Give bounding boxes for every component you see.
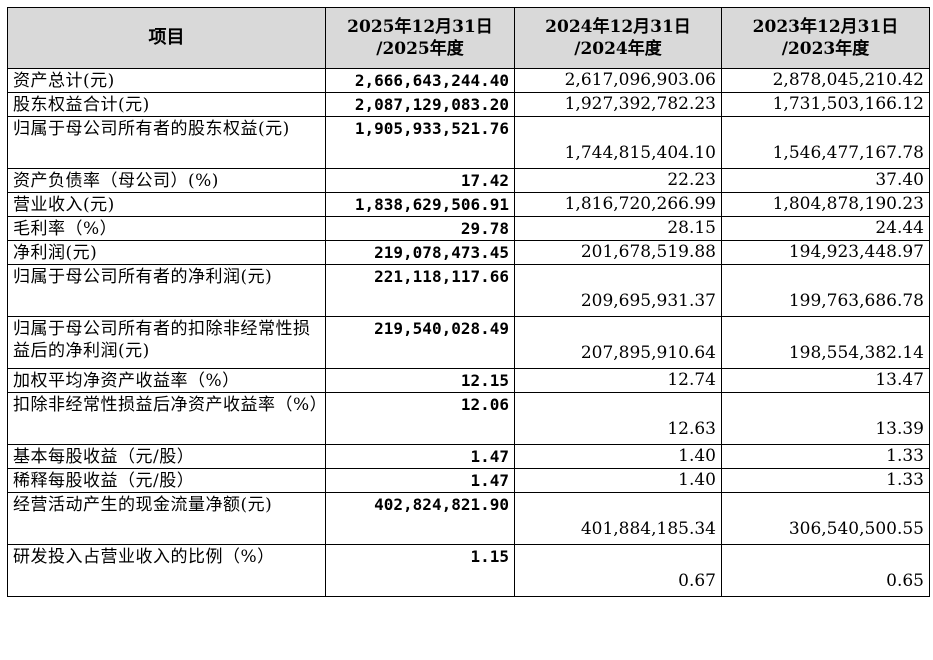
value-2023: 13.39 <box>721 392 930 445</box>
header-2024-date: 2024年12月31日 <box>545 17 691 37</box>
table-row: 扣除非经常性损益后净资产收益率（%） 12.06 12.63 13.39 <box>7 392 930 445</box>
row-label: 归属于母公司所有者的净利润(元) <box>7 264 326 317</box>
value-2025: 219,540,028.49 <box>325 316 515 369</box>
value-2024: 0.67 <box>514 544 722 597</box>
value-2024: 1.40 <box>514 468 722 493</box>
value-2024: 1,927,392,782.23 <box>514 92 722 117</box>
table-row: 稀释每股收益（元/股） 1.47 1.40 1.33 <box>7 468 930 493</box>
value-2024: 1,816,720,266.99 <box>514 192 722 217</box>
value-2024: 2,617,096,903.06 <box>514 68 722 93</box>
value-2024: 207,895,910.64 <box>514 316 722 369</box>
value-2025: 1.15 <box>325 544 515 597</box>
table-row: 资产总计(元) 2,666,643,244.40 2,617,096,903.0… <box>7 68 930 93</box>
table-row: 加权平均净资产收益率（%） 12.15 12.74 13.47 <box>7 368 930 393</box>
value-2023: 1.33 <box>721 444 930 469</box>
value-2025: 221,118,117.66 <box>325 264 515 317</box>
value-2023: 194,923,448.97 <box>721 240 930 265</box>
value-2023: 1,731,503,166.12 <box>721 92 930 117</box>
value-2025: 1,838,629,506.91 <box>325 192 515 217</box>
value-2025: 402,824,821.90 <box>325 492 515 545</box>
table-row: 净利润(元) 219,078,473.45 201,678,519.88 194… <box>7 240 930 265</box>
row-label: 经营活动产生的现金流量净额(元) <box>7 492 326 545</box>
value-2023: 1,546,477,167.78 <box>721 116 930 169</box>
value-2023: 199,763,686.78 <box>721 264 930 317</box>
value-2025: 1.47 <box>325 468 515 493</box>
value-2024: 209,695,931.37 <box>514 264 722 317</box>
value-2024: 12.63 <box>514 392 722 445</box>
financial-data-table-container: 项目 2025年12月31日 /2025年度 2024年12月31日 /2024… <box>7 7 930 597</box>
value-2023: 24.44 <box>721 216 930 241</box>
row-label: 扣除非经常性损益后净资产收益率（%） <box>7 392 326 445</box>
value-2025: 17.42 <box>325 168 515 193</box>
value-2023: 306,540,500.55 <box>721 492 930 545</box>
header-2023: 2023年12月31日 /2023年度 <box>721 7 930 69</box>
header-2025: 2025年12月31日 /2025年度 <box>325 7 515 69</box>
value-2024: 22.23 <box>514 168 722 193</box>
financial-data-table: 项目 2025年12月31日 /2025年度 2024年12月31日 /2024… <box>7 7 930 597</box>
header-2024: 2024年12月31日 /2024年度 <box>514 7 722 69</box>
row-label: 资产总计(元) <box>7 68 326 93</box>
value-2025: 29.78 <box>325 216 515 241</box>
value-2025: 12.06 <box>325 392 515 445</box>
value-2023: 0.65 <box>721 544 930 597</box>
value-2023: 1,804,878,190.23 <box>721 192 930 217</box>
table-row: 基本每股收益（元/股） 1.47 1.40 1.33 <box>7 444 930 469</box>
table-row: 营业收入(元) 1,838,629,506.91 1,816,720,266.9… <box>7 192 930 217</box>
value-2025: 219,078,473.45 <box>325 240 515 265</box>
header-2025-date: 2025年12月31日 <box>347 17 493 37</box>
row-label: 毛利率（%） <box>7 216 326 241</box>
table-row: 归属于母公司所有者的股东权益(元) 1,905,933,521.76 1,744… <box>7 116 930 169</box>
row-label: 资产负债率（母公司）(%) <box>7 168 326 193</box>
value-2023: 1.33 <box>721 468 930 493</box>
row-label: 研发投入占营业收入的比例（%） <box>7 544 326 597</box>
header-2023-period: /2023年度 <box>781 39 870 59</box>
row-label: 股东权益合计(元) <box>7 92 326 117</box>
value-2023: 2,878,045,210.42 <box>721 68 930 93</box>
header-2025-period: /2025年度 <box>376 39 464 59</box>
row-label: 基本每股收益（元/股） <box>7 444 326 469</box>
value-2024: 201,678,519.88 <box>514 240 722 265</box>
row-label: 加权平均净资产收益率（%） <box>7 368 326 393</box>
row-label: 归属于母公司所有者的股东权益(元) <box>7 116 326 169</box>
table-row: 归属于母公司所有者的净利润(元) 221,118,117.66 209,695,… <box>7 264 930 317</box>
value-2024: 12.74 <box>514 368 722 393</box>
header-2023-date: 2023年12月31日 <box>752 17 899 37</box>
header-row: 项目 2025年12月31日 /2025年度 2024年12月31日 /2024… <box>7 7 930 69</box>
value-2023: 37.40 <box>721 168 930 193</box>
table-row: 资产负债率（母公司）(%) 17.42 22.23 37.40 <box>7 168 930 193</box>
header-item: 项目 <box>7 7 326 69</box>
row-label: 稀释每股收益（元/股） <box>7 468 326 493</box>
table-row: 经营活动产生的现金流量净额(元) 402,824,821.90 401,884,… <box>7 492 930 545</box>
value-2024: 28.15 <box>514 216 722 241</box>
value-2024: 401,884,185.34 <box>514 492 722 545</box>
table-row: 股东权益合计(元) 2,087,129,083.20 1,927,392,782… <box>7 92 930 117</box>
value-2025: 12.15 <box>325 368 515 393</box>
row-label: 净利润(元) <box>7 240 326 265</box>
value-2025: 2,087,129,083.20 <box>325 92 515 117</box>
table-row: 毛利率（%） 29.78 28.15 24.44 <box>7 216 930 241</box>
value-2024: 1.40 <box>514 444 722 469</box>
value-2025: 2,666,643,244.40 <box>325 68 515 93</box>
header-2024-period: /2024年度 <box>574 39 662 59</box>
row-label: 归属于母公司所有者的扣除非经常性损益后的净利润(元) <box>7 316 326 369</box>
value-2023: 13.47 <box>721 368 930 393</box>
table-row: 归属于母公司所有者的扣除非经常性损益后的净利润(元) 219,540,028.4… <box>7 316 930 369</box>
table-row: 研发投入占营业收入的比例（%） 1.15 0.67 0.65 <box>7 544 930 597</box>
value-2024: 1,744,815,404.10 <box>514 116 722 169</box>
value-2023: 198,554,382.14 <box>721 316 930 369</box>
value-2025: 1.47 <box>325 444 515 469</box>
row-label: 营业收入(元) <box>7 192 326 217</box>
value-2025: 1,905,933,521.76 <box>325 116 515 169</box>
